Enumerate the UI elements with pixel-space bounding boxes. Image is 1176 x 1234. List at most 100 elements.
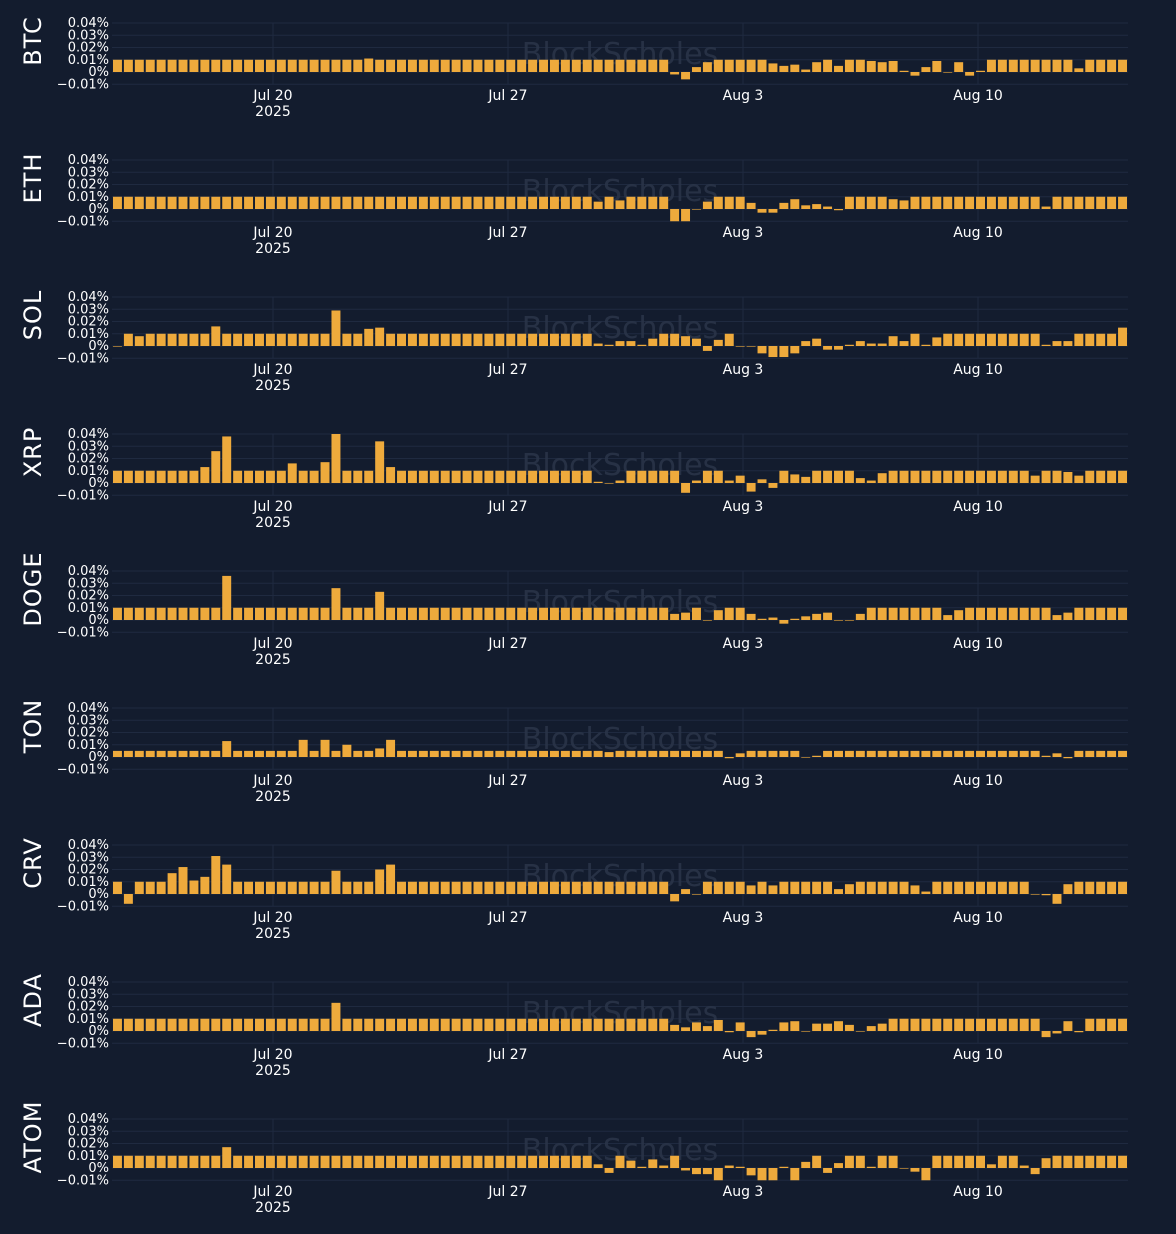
bar (1085, 333, 1095, 346)
bar (517, 1155, 527, 1168)
bar (691, 750, 701, 758)
bar (965, 607, 975, 620)
bar (768, 750, 778, 758)
bar (123, 470, 133, 483)
bar (211, 856, 221, 894)
bar (549, 750, 559, 758)
bar (123, 1018, 133, 1031)
bar (397, 750, 406, 758)
bar (1118, 750, 1128, 758)
bar (276, 1018, 286, 1031)
bar (768, 209, 778, 213)
bar (1041, 894, 1051, 896)
bar (517, 1018, 527, 1031)
bar (276, 881, 286, 894)
bar (1074, 1031, 1084, 1033)
bar (506, 470, 516, 483)
y-tick-label: 0.01% (68, 1012, 109, 1027)
bar-chart: 0.04%0.03%0.02%0.01%0%−0.01%BlockScholes… (57, 153, 1128, 257)
bar (1118, 1018, 1128, 1031)
x-tick-label: Aug 3 (723, 910, 764, 926)
bar (877, 62, 887, 72)
bar (156, 1018, 166, 1031)
bar (560, 1018, 570, 1031)
bar (506, 59, 516, 72)
bar (156, 607, 166, 620)
bar (997, 333, 1007, 346)
bar (112, 196, 122, 209)
bar (681, 1168, 691, 1171)
bar (320, 1155, 330, 1168)
bar (1107, 881, 1117, 894)
bar (801, 476, 811, 484)
y-tick-label: 0.04% (68, 701, 109, 716)
bar (637, 59, 647, 72)
bar (244, 607, 254, 620)
bar (407, 881, 417, 894)
bar (298, 470, 308, 483)
bar (1019, 1165, 1029, 1168)
bar (626, 1160, 636, 1168)
bar (539, 1155, 549, 1168)
bar (298, 196, 308, 209)
bar (211, 607, 221, 620)
bar (244, 881, 254, 894)
bar (200, 607, 210, 620)
x-year-label: 2025 (255, 104, 291, 120)
bar (593, 481, 603, 483)
bar (549, 333, 559, 346)
bar (976, 196, 985, 209)
bar (615, 341, 625, 346)
bar (244, 1018, 254, 1031)
bar (1107, 333, 1117, 346)
bar (735, 607, 745, 620)
bar (691, 209, 701, 210)
bar (211, 451, 221, 483)
bar (844, 750, 854, 758)
bar (604, 59, 614, 72)
bar (681, 336, 691, 346)
bar (921, 67, 931, 72)
bar (244, 470, 254, 483)
bar (255, 333, 264, 346)
bar (582, 881, 592, 894)
bar (364, 470, 374, 483)
bar (123, 59, 133, 72)
bar (407, 333, 417, 346)
bar (353, 196, 363, 209)
bar (386, 739, 396, 757)
bar (899, 341, 909, 346)
bar (571, 333, 581, 346)
bar (189, 59, 199, 72)
bar (309, 750, 319, 758)
bar (910, 333, 920, 346)
bar (309, 59, 319, 72)
y-tick-label: 0.04% (68, 1112, 109, 1127)
chart-panel-ada: ADA 0.04% 0.03% 0.02% 0.01% 0% −0.01% BlockScho… (0, 959, 1176, 1096)
bar (615, 881, 625, 894)
bar (1096, 881, 1106, 894)
y-tick-label: 0.03% (68, 713, 109, 728)
bar (768, 346, 778, 358)
bar (539, 333, 549, 346)
bar (320, 881, 330, 894)
bar (582, 607, 592, 620)
bar (386, 333, 396, 346)
bar (571, 59, 581, 72)
bar (932, 60, 942, 72)
bar (637, 470, 647, 483)
bar (866, 607, 876, 620)
bar (910, 196, 920, 209)
bar (320, 59, 330, 72)
bar (134, 881, 144, 894)
bar (965, 470, 975, 483)
bar (265, 59, 275, 72)
bar (681, 209, 691, 222)
bar (233, 470, 243, 483)
bar (724, 607, 734, 620)
bar (134, 1155, 144, 1168)
bar (899, 607, 909, 620)
bar (888, 336, 898, 346)
bar (582, 59, 592, 72)
bar (353, 750, 363, 758)
